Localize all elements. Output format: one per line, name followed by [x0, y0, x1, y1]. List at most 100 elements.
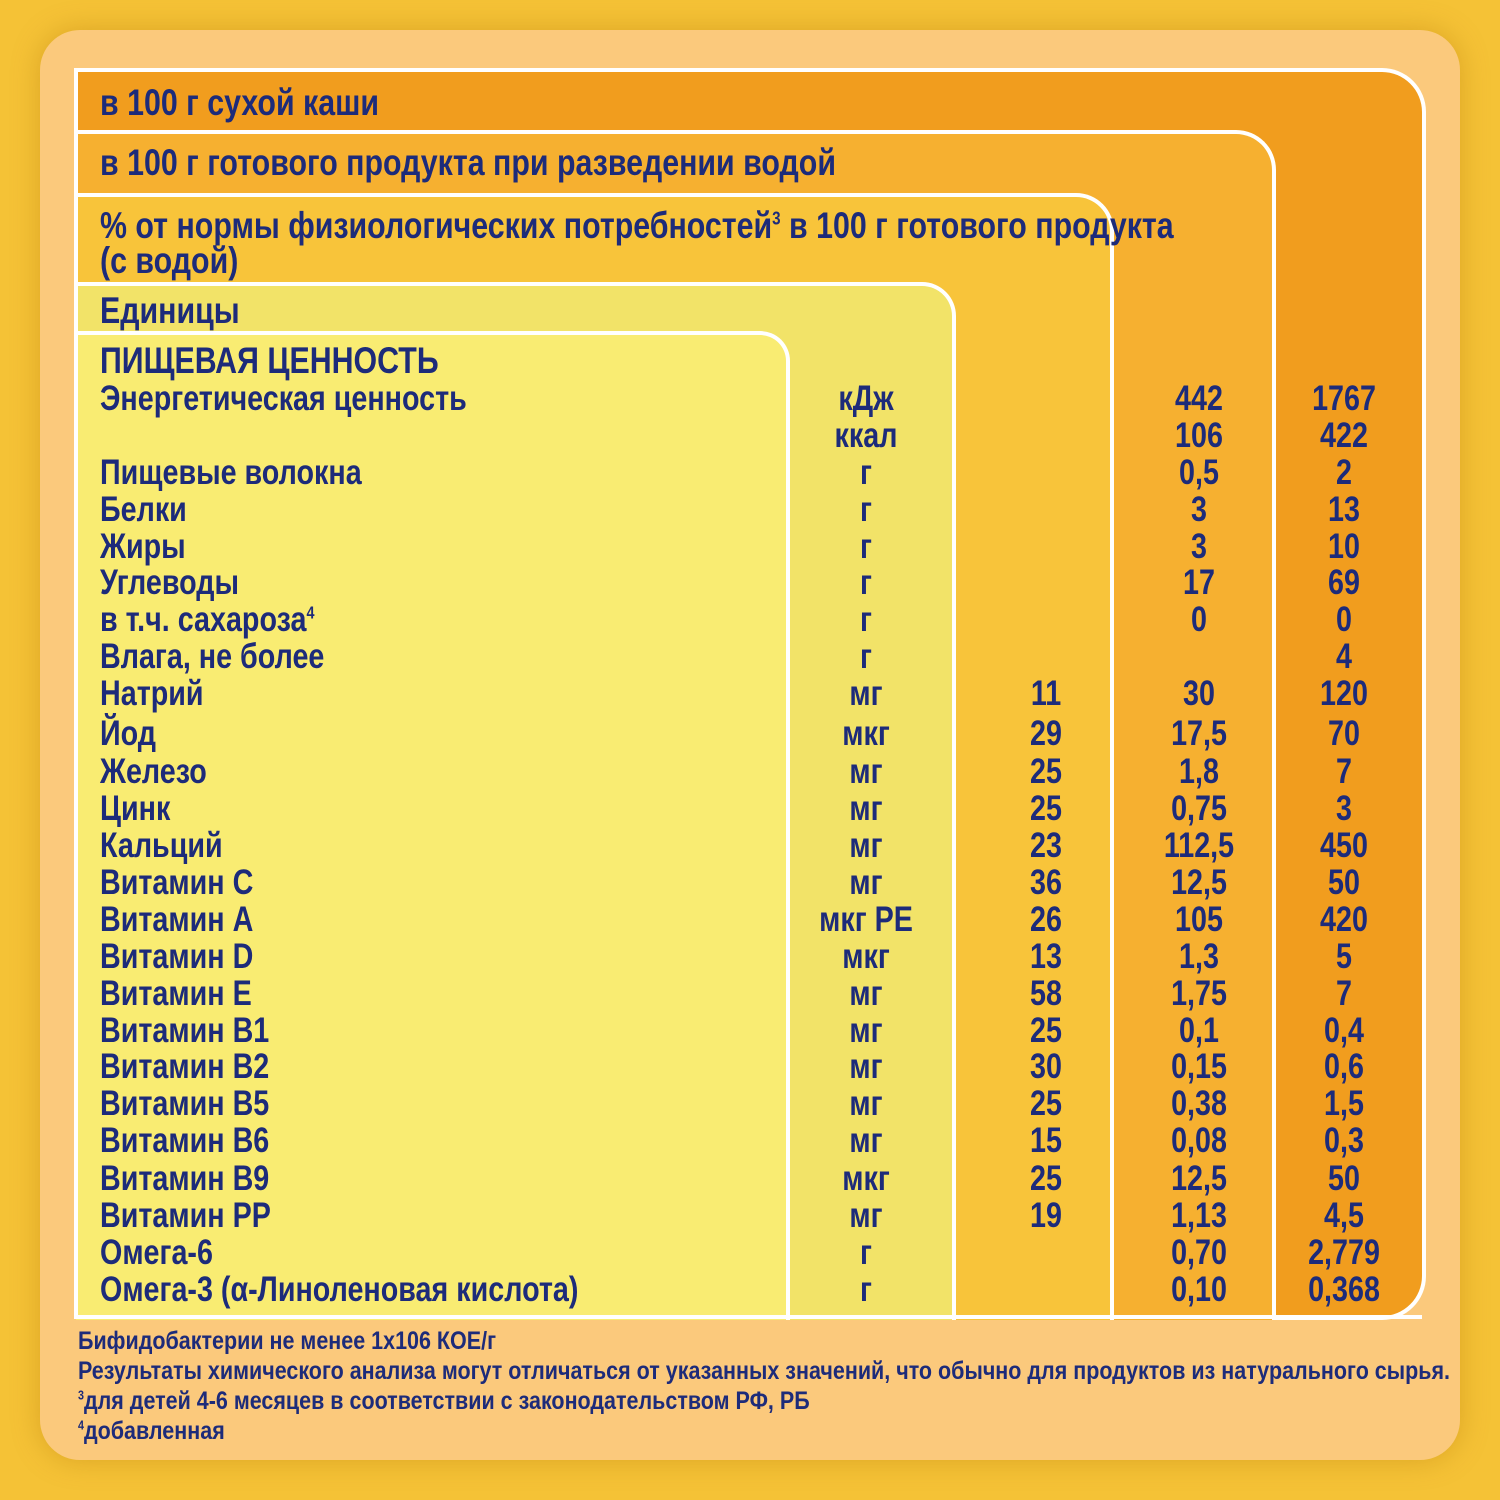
row-dry-value: 422 — [1320, 416, 1368, 455]
footnote-3-text: для детей 4-6 месяцев в соответствии с з… — [83, 1387, 810, 1415]
row-unit-value: г — [860, 637, 872, 676]
row-name: Витамин С — [100, 863, 254, 902]
row-name: Витамин В1 — [100, 1011, 270, 1050]
row-ready-value: 1,13 — [1171, 1196, 1227, 1235]
row-name: Йод — [100, 714, 157, 753]
row-unit-value: мг — [849, 863, 883, 902]
row-norm-value — [972, 491, 1120, 528]
row-name: Витамин В2 — [100, 1047, 270, 1086]
row-norm-value — [972, 638, 1120, 675]
row-norm-value: 36 — [1030, 863, 1062, 902]
row-name: в т.ч. сахароза4 — [100, 601, 314, 638]
row-dry-value: 50 — [1328, 863, 1360, 902]
row-unit-value: мг — [849, 1196, 883, 1235]
row-ready-value: 17,5 — [1171, 714, 1227, 753]
row-unit-value: мг — [849, 1121, 883, 1160]
row-norm-value: 25 — [1030, 789, 1062, 828]
header-norm-tail: в 100 г готового продукта — [780, 205, 1174, 246]
footnote-3: 3для детей 4-6 месяцев в соответствии с … — [78, 1387, 810, 1416]
row-norm-value: 13 — [1030, 937, 1062, 976]
row-ready-value: 0,75 — [1171, 789, 1227, 828]
row-ready-value: 106 — [1175, 416, 1223, 455]
footnote-4-mark: 4 — [78, 1418, 84, 1433]
row-norm-value: 30 — [1030, 1047, 1062, 1086]
header-norm-text: % от нормы физиологических потребностей — [100, 205, 773, 246]
row-name: Влага, не более — [100, 637, 325, 676]
row-ready-value: 0,70 — [1171, 1233, 1227, 1272]
row-ready-value: 12,5 — [1171, 863, 1227, 902]
row-ready-value: 112,5 — [1163, 826, 1235, 865]
row-name: Энергетическая ценность — [100, 379, 467, 418]
row-name: Омега-3 (α-Линоленовая кислота) — [100, 1270, 579, 1309]
row-name: Белки — [100, 490, 187, 529]
row-ready-value: 105 — [1175, 900, 1223, 939]
row-norm-value — [972, 564, 1120, 601]
row-unit-value: мг — [849, 826, 883, 865]
row-name: Железо — [100, 752, 207, 791]
row-dry-value: 5 — [1336, 937, 1352, 976]
row-name: Витамин Е — [100, 974, 252, 1013]
row-unit-value: г — [860, 453, 872, 492]
panel-names — [76, 331, 790, 1320]
row-ready-value: 0,10 — [1171, 1270, 1227, 1309]
row-name: Витамин В9 — [100, 1159, 270, 1198]
header-dry: в 100 г сухой каши — [100, 82, 380, 123]
row-name: Витамин РР — [100, 1196, 271, 1235]
row-norm-value: 25 — [1030, 752, 1062, 791]
row-unit-value: мкг РЕ — [819, 900, 913, 939]
row-ready-value: 442 — [1175, 379, 1223, 418]
row-dry-value: 0,4 — [1324, 1011, 1364, 1050]
row-ready-value — [1125, 638, 1273, 675]
row-unit-value: мг — [849, 1047, 883, 1086]
row-dry-value: 120 — [1320, 674, 1368, 713]
row-name: Витамин В5 — [100, 1084, 270, 1123]
row-norm-value: 19 — [1030, 1196, 1062, 1235]
row-dry-value: 0,368 — [1308, 1270, 1380, 1309]
row-dry-value: 450 — [1320, 826, 1368, 865]
header-units: Единицы — [100, 290, 240, 331]
row-dry-value: 13 — [1328, 490, 1360, 529]
row-ready-value: 0,08 — [1171, 1121, 1227, 1160]
row-norm-value — [972, 454, 1120, 491]
row-unit-value: мкг — [842, 937, 890, 976]
row-norm-value: 11 — [1030, 674, 1062, 713]
section-title: ПИЩЕВАЯ ЦЕННОСТЬ — [100, 340, 439, 381]
row-norm-value: 23 — [1030, 826, 1062, 865]
row-ready-value: 0 — [1191, 600, 1207, 639]
row-unit-value: кДж — [838, 379, 894, 418]
row-name: Жиры — [100, 527, 186, 566]
row-name: Витамин В6 — [100, 1121, 270, 1160]
row-ready-value: 1,3 — [1179, 937, 1219, 976]
footnote-4-text: добавленная — [83, 1417, 225, 1445]
row-norm-value — [972, 380, 1120, 417]
row-name: Омега-6 — [100, 1233, 213, 1272]
row-unit-value: мг — [849, 789, 883, 828]
row-norm-value — [972, 417, 1120, 454]
footnote-bifido: Бифидобактерии не менее 1х106 КОЕ/г — [78, 1327, 497, 1355]
row-name: Витамин А — [100, 900, 254, 939]
row-ready-value: 0,15 — [1171, 1047, 1227, 1086]
row-norm-value — [972, 1234, 1120, 1271]
row-dry-value: 2,779 — [1308, 1233, 1380, 1272]
header-ready: в 100 г готового продукта при разведении… — [100, 142, 836, 183]
row-dry-value: 1,5 — [1324, 1084, 1364, 1123]
row-dry-value: 0,6 — [1324, 1047, 1364, 1086]
row-ready-value: 12,5 — [1171, 1159, 1227, 1198]
bottom-border — [76, 1315, 1422, 1319]
row-unit-value: мг — [849, 1011, 883, 1050]
row-name: Цинк — [100, 789, 171, 828]
row-ready-value: 0,38 — [1171, 1084, 1227, 1123]
row-dry-value: 0 — [1336, 600, 1352, 639]
row-unit-value: г — [860, 563, 872, 602]
row-dry-value: 420 — [1320, 900, 1368, 939]
row-unit-value: г — [860, 600, 872, 639]
header-norm: % от нормы физиологических потребностей3… — [100, 205, 1174, 247]
row-name: Витамин D — [100, 937, 254, 976]
row-norm-value: 58 — [1030, 974, 1062, 1013]
row-ready-value: 30 — [1183, 674, 1215, 713]
row-norm-value: 25 — [1030, 1011, 1062, 1050]
row-ready-value: 0,5 — [1179, 453, 1219, 492]
row-name: Углеводы — [100, 563, 239, 602]
row-dry-value: 1767 — [1312, 379, 1376, 418]
row-unit-value: мкг — [842, 714, 890, 753]
